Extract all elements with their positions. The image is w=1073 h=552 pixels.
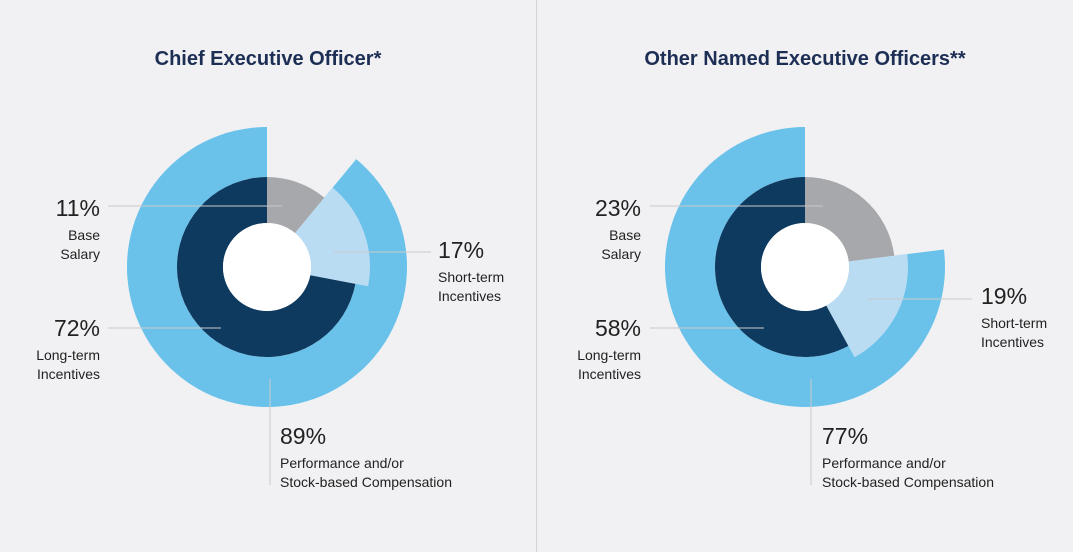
slice-lt-label-line: Long-term (577, 347, 641, 363)
slice-lt-pct-label: 72% (54, 315, 100, 341)
outer-pct-label: 77% (822, 423, 868, 449)
chart-title: Other Named Executive Officers** (644, 48, 965, 70)
outer-label-line: Stock-based Compensation (280, 474, 452, 490)
outer-label-line: Performance and/or (822, 455, 946, 471)
donut-center-hole (223, 223, 311, 311)
inner-slice-short-term-incentives (826, 254, 908, 358)
slice-base-pct-label: 11% (56, 195, 100, 221)
slice-base-label-line: Salary (601, 246, 641, 262)
slice-st-label-line: Incentives (438, 288, 501, 304)
inner-slice-long-term-incentives (715, 177, 849, 357)
slice-st-pct-label: 17% (438, 237, 484, 263)
slice-base-label-line: Salary (60, 246, 100, 262)
slice-lt-label-line: Incentives (578, 366, 641, 382)
slice-st-label-line: Short-term (438, 269, 504, 285)
slice-st-label-line: Incentives (981, 334, 1044, 350)
slice-lt-label-line: Long-term (36, 347, 100, 363)
slice-lt-label-line: Incentives (37, 366, 100, 382)
inner-slice-short-term-incentives (295, 187, 370, 287)
slice-base-label-line: Base (68, 227, 100, 243)
inner-slice-base-salary (267, 177, 325, 234)
donut-center-hole (761, 223, 849, 311)
slice-lt-pct-label: 58% (595, 315, 641, 341)
chart-title: Chief Executive Officer* (155, 48, 382, 70)
panel-divider (536, 0, 537, 552)
inner-slice-base-salary (805, 177, 895, 262)
slice-st-label-line: Short-term (981, 315, 1047, 331)
slice-st-pct-label: 19% (981, 283, 1027, 309)
inner-slice-long-term-incentives (177, 177, 356, 357)
outer-label-line: Performance and/or (280, 455, 404, 471)
outer-label-line: Stock-based Compensation (822, 474, 994, 490)
slice-base-pct-label: 23% (595, 195, 641, 221)
slice-base-label-line: Base (609, 227, 641, 243)
outer-pct-label: 89% (280, 423, 326, 449)
